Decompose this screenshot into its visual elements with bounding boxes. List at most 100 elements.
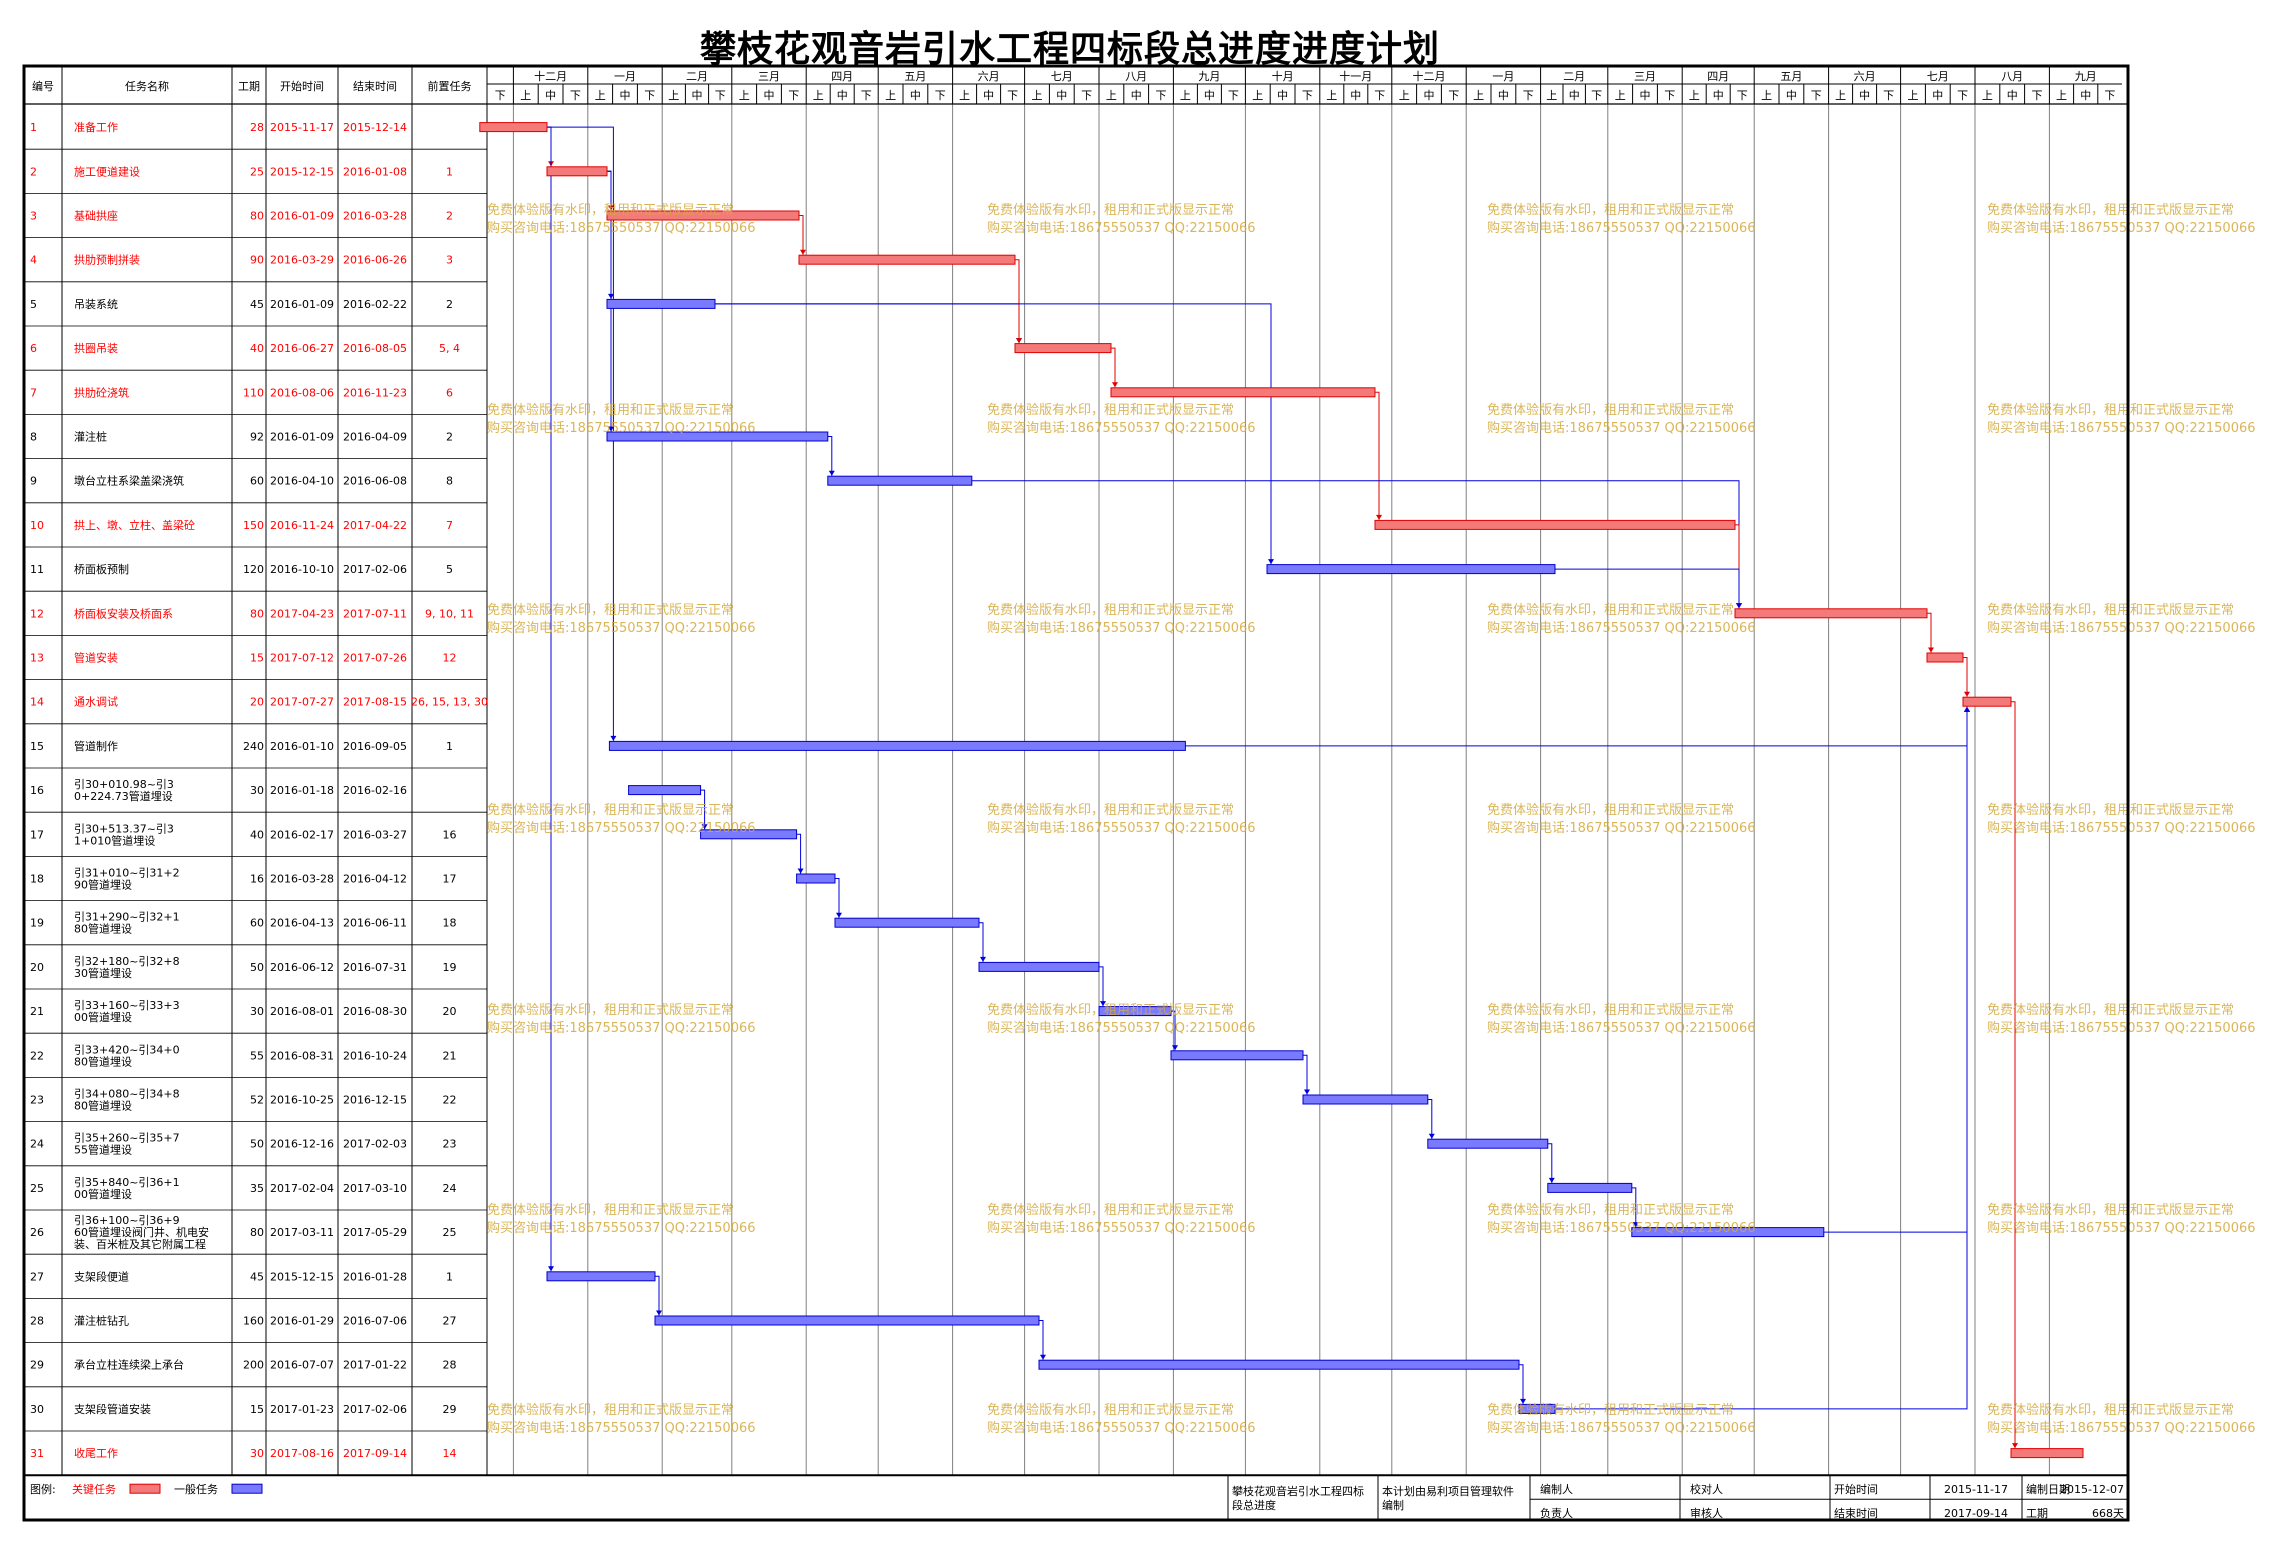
task-bar	[608, 740, 1186, 751]
task-bar	[700, 829, 798, 840]
outer-frame	[22, 64, 2130, 1522]
task-predecessors: 24	[443, 1182, 457, 1195]
task-name: 引30+513.37~引3	[74, 821, 174, 835]
month-label: 九月	[1198, 70, 1220, 83]
task-start: 2016-08-31	[270, 1049, 334, 1062]
task-start: 2016-10-25	[270, 1094, 334, 1107]
task-name: 支架段管道安装	[74, 1402, 151, 1416]
task-name: 00管道埋设	[74, 1010, 132, 1024]
task-name: 灌注桩	[74, 430, 107, 444]
watermark-line: 购买咨询电话:18675550537 QQ:22150066	[1487, 820, 1756, 836]
task-name: 引31+010~引31+2	[74, 866, 180, 880]
task-name: 收尾工作	[74, 1446, 118, 1460]
month-label: 八月	[1125, 70, 1147, 83]
task-predecessors: 2	[446, 298, 453, 311]
task-predecessors: 29	[443, 1403, 457, 1416]
column-header-pred: 前置任务	[428, 79, 472, 93]
task-name: 装、百米桩及其它附属工程	[74, 1237, 206, 1251]
task-duration: 16	[250, 873, 264, 886]
task-end: 2016-03-28	[343, 210, 407, 223]
dependency-arrow	[1736, 603, 1742, 609]
dekad-label: 上	[1106, 89, 1117, 102]
task-duration: 150	[243, 519, 264, 532]
dekad-label: 下	[1007, 89, 1018, 102]
dependency-arrow	[1100, 1001, 1106, 1007]
task-end: 2017-02-06	[343, 563, 407, 576]
task-id: 10	[30, 519, 44, 532]
task-start: 2017-03-11	[270, 1226, 334, 1239]
task-name: 拱肋预制拼装	[74, 253, 140, 267]
task-name: 引31+290~引32+1	[74, 910, 180, 924]
task-start: 2016-01-09	[270, 210, 334, 223]
month-label: 六月	[1854, 70, 1876, 83]
task-name: 引32+180~引32+8	[74, 954, 180, 968]
dependency-link	[1927, 612, 1932, 653]
dekad-label: 上	[1180, 89, 1191, 102]
watermark-line: 购买咨询电话:18675550537 QQ:22150066	[487, 420, 756, 436]
watermark-line: 购买咨询电话:18675550537 QQ:22150066	[987, 820, 1256, 836]
dependency-link	[715, 303, 1020, 344]
task-name: 引35+840~引36+1	[74, 1175, 180, 1189]
dependency-link	[1185, 706, 1968, 747]
dependency-arrow	[548, 1266, 554, 1272]
dependency-link	[1555, 568, 1740, 609]
task-start: 2017-07-27	[270, 696, 334, 709]
dependency-link	[700, 789, 706, 830]
month-label: 七月	[1051, 70, 1073, 83]
dependency-arrow	[828, 470, 835, 476]
dependency-link	[715, 303, 1272, 565]
task-id: 11	[30, 563, 44, 576]
watermark-line: 免费体验版有水印，租用和正式版显示正常	[1487, 1202, 1734, 1218]
task-bar	[1266, 564, 1556, 575]
task-bar	[2010, 1448, 2084, 1459]
month-label: 十二月	[1413, 69, 1446, 83]
task-end: 2016-10-24	[343, 1049, 407, 1062]
month-label: 四月	[1707, 70, 1729, 83]
watermark-line: 免费体验版有水印，租用和正式版显示正常	[987, 602, 1234, 618]
task-predecessors: 3	[446, 254, 453, 267]
task-id: 12	[30, 607, 44, 620]
dependency-arrow	[701, 824, 708, 830]
dekad-label: 中	[764, 89, 775, 102]
legend-normal-label: 一般任务	[174, 1483, 218, 1496]
task-end: 2017-04-22	[343, 519, 407, 532]
dekad-label: 上	[1982, 89, 1993, 102]
task-start: 2016-08-01	[270, 1005, 334, 1018]
task-id: 28	[30, 1315, 44, 1328]
task-predecessors: 8	[446, 475, 453, 488]
task-bar	[827, 475, 973, 486]
task-start: 2017-07-12	[270, 652, 334, 665]
task-start: 2017-01-23	[270, 1403, 334, 1416]
task-duration: 20	[250, 696, 264, 709]
task-bar	[1631, 1227, 1825, 1238]
dependency-arrow	[836, 912, 842, 918]
dependency-link	[1547, 1143, 1553, 1183]
column-header-no: 编号	[32, 79, 54, 93]
task-start: 2016-01-09	[270, 431, 334, 444]
watermark-line: 免费体验版有水印，租用和正式版显示正常	[1987, 402, 2234, 418]
task-name: 引30+010.98~引3	[74, 777, 174, 791]
watermark-line: 免费体验版有水印，租用和正式版显示正常	[987, 1202, 1234, 1218]
month-label: 七月	[1927, 70, 1949, 83]
task-id: 13	[30, 652, 44, 665]
footer-checker-label: 校对人	[1690, 1482, 1723, 1496]
dekad-label: 上	[1615, 89, 1626, 102]
task-predecessors: 16	[443, 828, 457, 841]
task-name: 管道制作	[74, 739, 118, 753]
task-duration: 15	[250, 1403, 264, 1416]
watermark-line: 购买咨询电话:18675550537 QQ:22150066	[1987, 1020, 2256, 1036]
task-predecessors: 1	[446, 740, 453, 753]
task-predecessors: 27	[443, 1315, 457, 1328]
task-id: 7	[30, 386, 37, 399]
task-predecessors: 2	[446, 431, 453, 444]
task-bar	[1170, 1050, 1304, 1061]
task-duration: 30	[250, 1447, 264, 1460]
column-header-start: 开始时间	[280, 79, 324, 93]
watermark-line: 免费体验版有水印，租用和正式版显示正常	[1487, 1002, 1734, 1018]
dekad-label: 中	[1350, 89, 1361, 102]
task-duration: 80	[250, 1226, 264, 1239]
task-bar	[1962, 696, 2012, 707]
dekad-label: 中	[1204, 89, 1215, 102]
dekad-label: 上	[959, 89, 970, 102]
task-end: 2016-02-22	[343, 298, 407, 311]
